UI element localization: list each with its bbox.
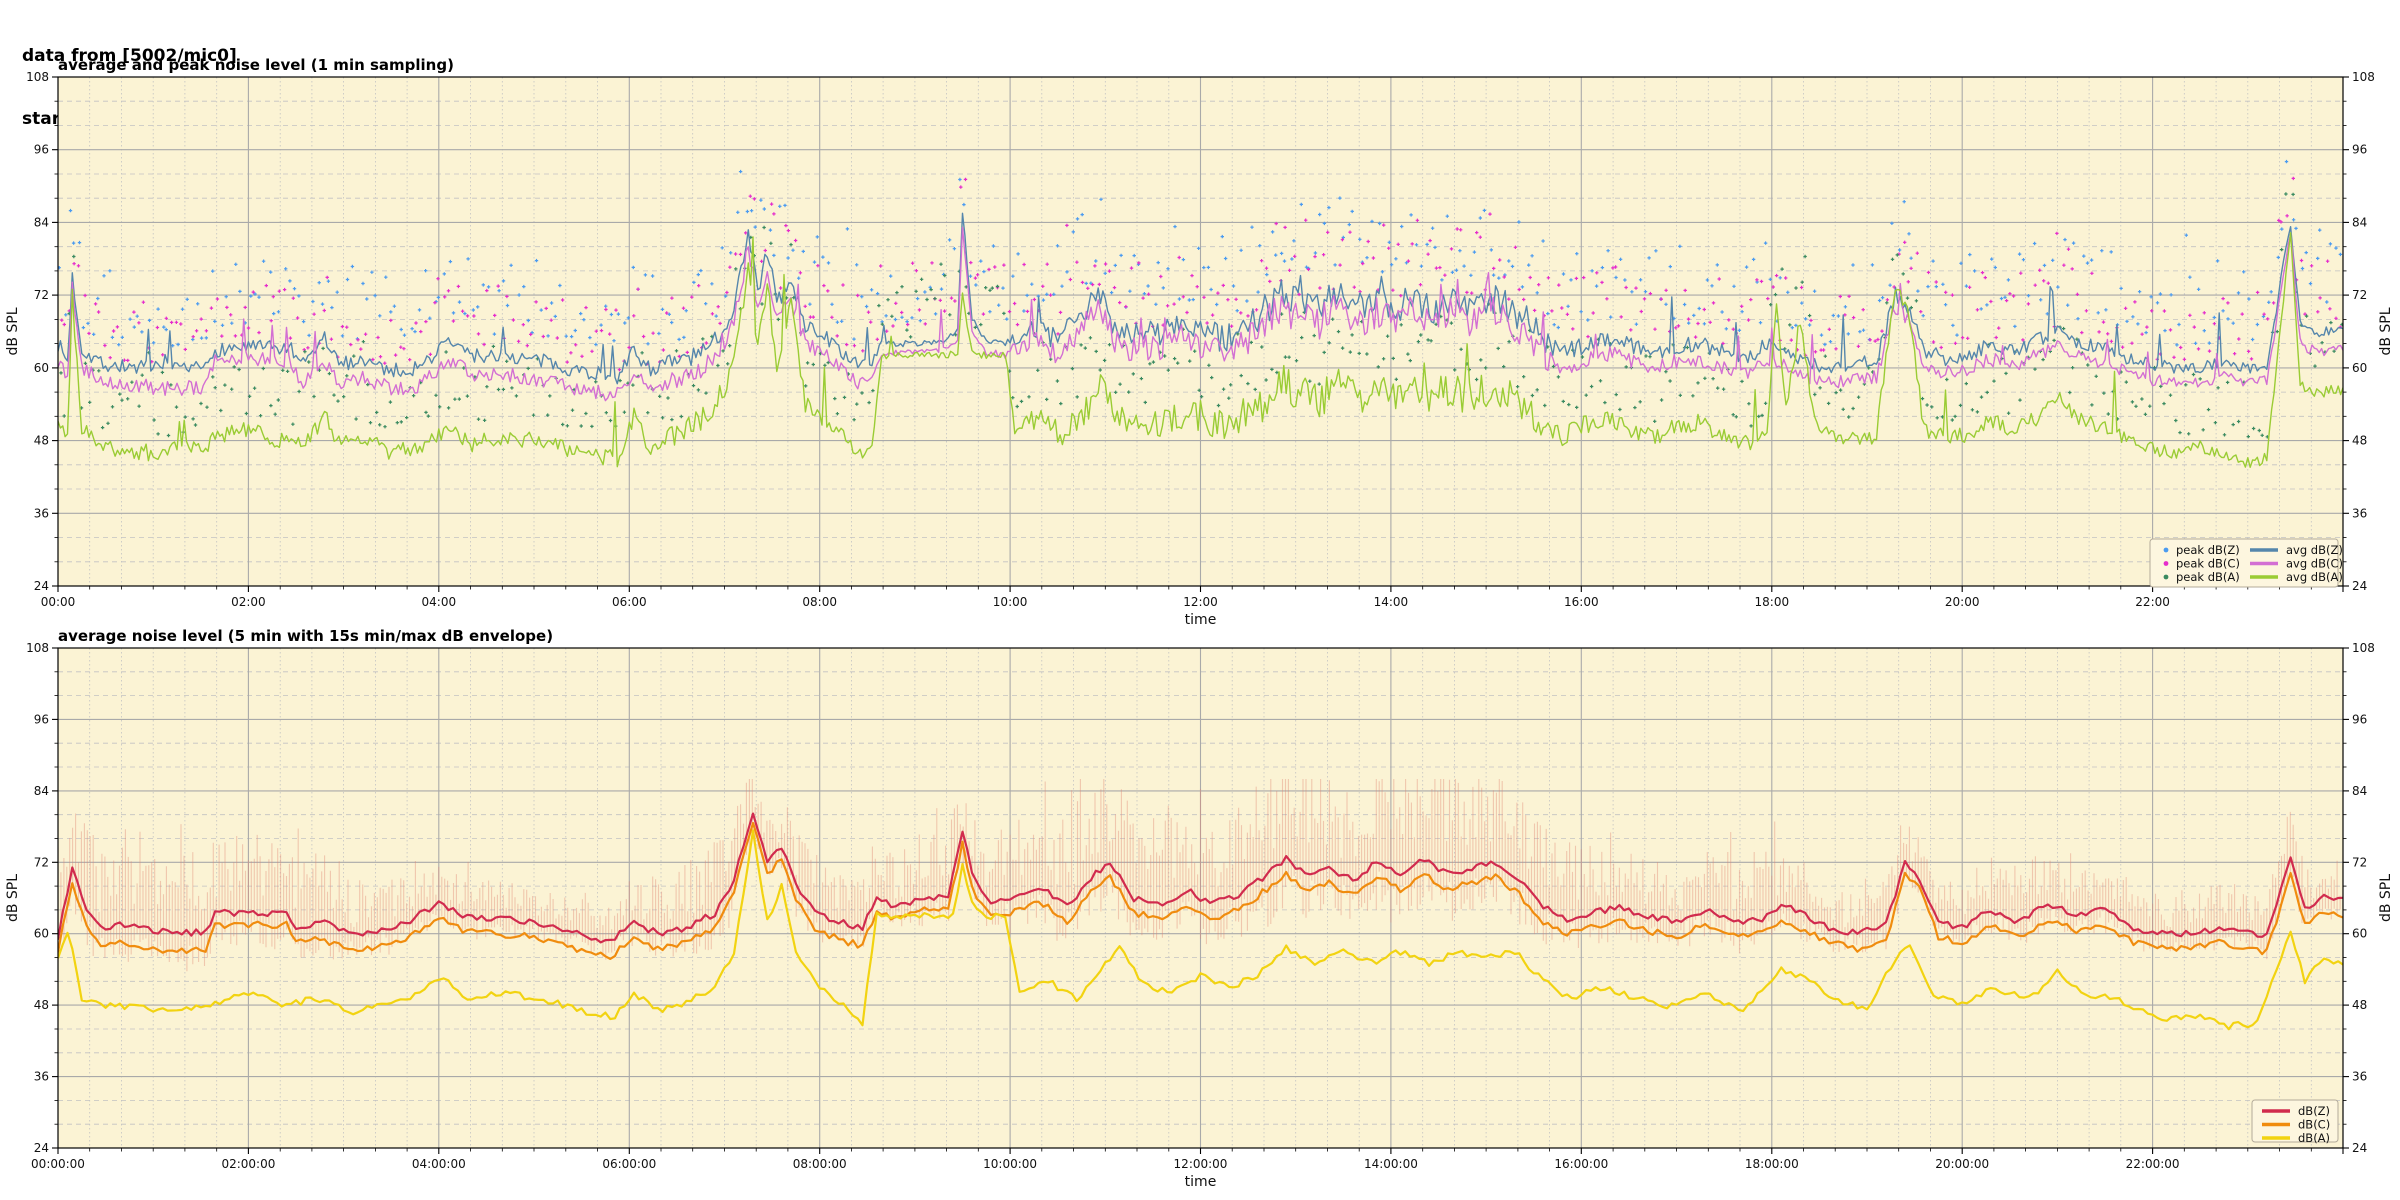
y-tick-label-left: 60 xyxy=(34,927,49,941)
legend-label: peak dB(Z) xyxy=(2176,543,2240,557)
x-tick-label: 18:00 xyxy=(1755,595,1790,609)
legend: dB(Z)dB(C)dB(A) xyxy=(2251,1099,2339,1145)
x-tick-label: 16:00:00 xyxy=(1554,1157,1608,1171)
x-tick-label: 10:00 xyxy=(993,595,1028,609)
y-tick-label-left: 72 xyxy=(34,855,49,869)
header-line-1: data from [5002/mic0] xyxy=(22,46,237,66)
y-tick-label-right: 48 xyxy=(2352,434,2367,448)
y-tick-label-right: 84 xyxy=(2352,215,2367,229)
x-tick-label: 16:00 xyxy=(1564,595,1599,609)
x-tick-label: 02:00 xyxy=(231,595,266,609)
data-series xyxy=(58,159,2343,468)
legend-label: dB(A) xyxy=(2298,1131,2330,1145)
axis-ticks xyxy=(52,76,2349,592)
gridlines xyxy=(58,648,2343,1148)
y-axis-label-left: dB SPL xyxy=(5,307,21,355)
y-tick-label-left: 36 xyxy=(34,1070,49,1084)
data-series xyxy=(58,779,2343,1031)
top-chart-title: average and peak noise level (1 min samp… xyxy=(58,56,454,74)
legend-label: peak dB(C) xyxy=(2176,557,2240,571)
y-tick-label-left: 48 xyxy=(34,434,49,448)
line-db-c- xyxy=(58,821,2343,960)
y-tick-label-left: 108 xyxy=(26,641,49,655)
x-tick-label: 10:00:00 xyxy=(983,1157,1037,1171)
line-db-a- xyxy=(58,829,2343,1031)
legend-label: dB(Z) xyxy=(2298,1104,2330,1118)
x-tick-label: 00:00:00 xyxy=(31,1157,85,1171)
y-tick-label-left: 60 xyxy=(34,361,49,375)
legend-marker xyxy=(2163,574,2169,580)
x-tick-label: 06:00 xyxy=(612,595,647,609)
y-tick-label-left: 72 xyxy=(34,288,49,302)
bottom-chart: 00:00:00 02:00:00 04:00:00 06:00:00 08:00:00… xyxy=(5,641,2394,1190)
y-tick-label-left: 36 xyxy=(34,506,49,520)
scatter-peak-db-a- xyxy=(59,192,2343,439)
y-tick-label-left: 96 xyxy=(34,143,49,157)
bottom-chart-title: average noise level (5 min with 15s min/… xyxy=(58,627,553,645)
x-tick-label: 04:00 xyxy=(422,595,457,609)
y-tick-label-right: 84 xyxy=(2352,784,2367,798)
legend-box xyxy=(2149,538,2339,588)
y-tick-label-left: 96 xyxy=(34,712,49,726)
x-tick-label: 14:00 xyxy=(1374,595,1409,609)
scatter-peak-db-c- xyxy=(60,176,2342,372)
x-axis-label: time xyxy=(1185,612,1217,628)
y-tick-label-left: 84 xyxy=(34,784,49,798)
legend-marker xyxy=(2163,547,2169,553)
x-tick-label: 08:00 xyxy=(802,595,837,609)
x-tick-label: 20:00 xyxy=(1945,595,1980,609)
y-tick-label-left: 24 xyxy=(34,579,49,593)
legend: peak dB(Z)peak dB(C)peak dB(A)avg dB(Z)a… xyxy=(2149,538,2343,588)
y-tick-label-right: 108 xyxy=(2352,641,2375,655)
line-db-z- xyxy=(58,812,2343,944)
y-tick-label-left: 24 xyxy=(34,1141,49,1155)
y-tick-label-right: 60 xyxy=(2352,361,2367,375)
y-tick-label-right: 96 xyxy=(2352,143,2367,157)
y-tick-label-right: 60 xyxy=(2352,927,2367,941)
legend-label: avg dB(C) xyxy=(2286,557,2343,571)
x-tick-label: 02:00:00 xyxy=(221,1157,275,1171)
y-tick-label-right: 108 xyxy=(2352,70,2375,84)
x-tick-label: 00:00 xyxy=(41,595,76,609)
legend-label: avg dB(Z) xyxy=(2286,543,2343,557)
x-tick-label: 22:00 xyxy=(2135,595,2170,609)
y-tick-label-right: 36 xyxy=(2352,506,2367,520)
x-axis-label: time xyxy=(1185,1174,1217,1190)
y-axis-label-right: dB SPL xyxy=(2378,874,2394,922)
x-tick-label: 18:00:00 xyxy=(1745,1157,1799,1171)
legend-marker xyxy=(2163,561,2169,566)
y-axis-label-right: dB SPL xyxy=(2378,307,2394,355)
y-tick-label-left: 48 xyxy=(34,998,49,1012)
axis-tick-labels: 00:00:00 02:00:00 04:00:00 06:00:00 08:00:00… xyxy=(26,641,2375,1171)
legend-label: dB(C) xyxy=(2298,1118,2330,1132)
x-tick-label: 04:00:00 xyxy=(412,1157,466,1171)
y-tick-label-left: 108 xyxy=(26,70,49,84)
legend-label: peak dB(A) xyxy=(2176,570,2240,584)
line-avg-db-z- xyxy=(58,212,2343,385)
x-tick-label: 06:00:00 xyxy=(602,1157,656,1171)
y-tick-label-left: 84 xyxy=(34,215,49,229)
line-avg-db-a- xyxy=(58,232,2343,468)
y-tick-label-right: 24 xyxy=(2352,579,2367,593)
y-tick-label-right: 36 xyxy=(2352,1070,2367,1084)
x-tick-label: 22:00:00 xyxy=(2126,1157,2180,1171)
y-axis-label-left: dB SPL xyxy=(5,874,21,922)
line-avg-db-c- xyxy=(58,226,2343,402)
axis-ticks xyxy=(52,647,2349,1154)
y-tick-label-right: 24 xyxy=(2352,1141,2367,1155)
y-tick-label-right: 96 xyxy=(2352,712,2367,726)
x-tick-label: 08:00:00 xyxy=(793,1157,847,1171)
top-chart: 00:00 02:00 04:00 06:00 08:00 10:00 12:00 14:00… xyxy=(5,70,2394,628)
y-tick-label-right: 48 xyxy=(2352,998,2367,1012)
legend-label: avg dB(A) xyxy=(2286,570,2343,584)
y-tick-label-right: 72 xyxy=(2352,855,2367,869)
x-tick-label: 12:00:00 xyxy=(1174,1157,1228,1171)
axis-tick-labels: 00:00 02:00 04:00 06:00 08:00 10:00 12:00 14:00… xyxy=(26,70,2375,609)
y-tick-label-right: 72 xyxy=(2352,288,2367,302)
x-tick-label: 14:00:00 xyxy=(1364,1157,1418,1171)
x-tick-label: 12:00 xyxy=(1183,595,1218,609)
scatter-peak-db-z- xyxy=(58,159,2343,348)
x-tick-label: 20:00:00 xyxy=(1935,1157,1989,1171)
